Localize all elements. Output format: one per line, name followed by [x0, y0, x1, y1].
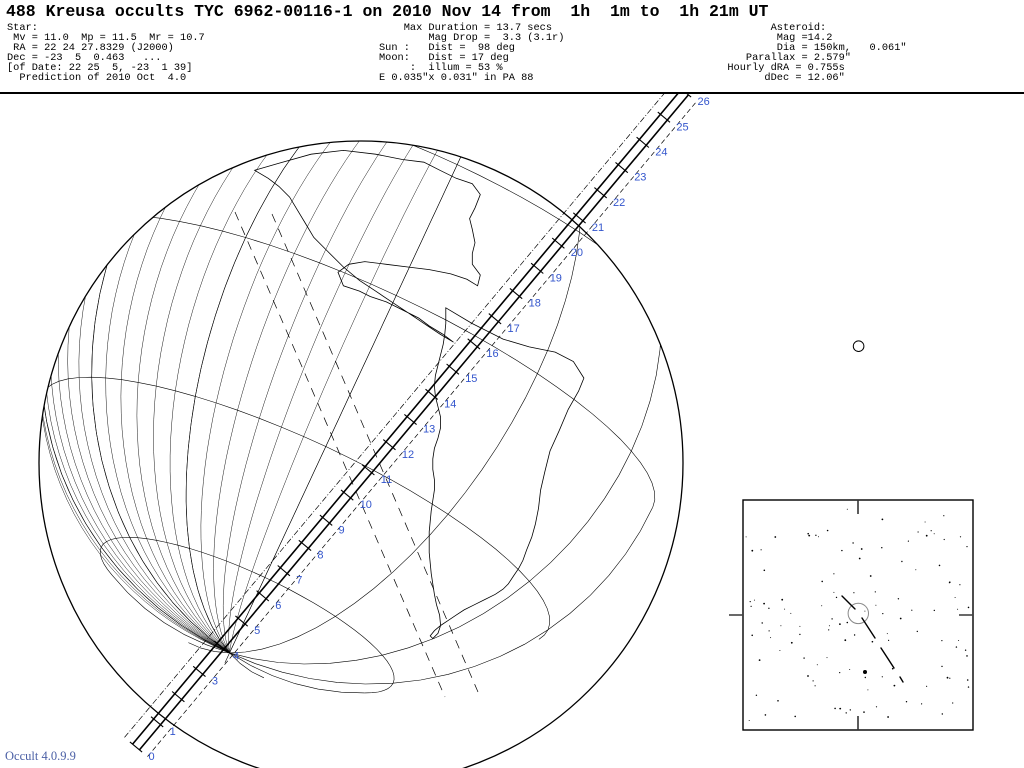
svg-text:11: 11 [381, 474, 392, 486]
svg-text:1: 1 [170, 726, 176, 738]
svg-text:7: 7 [296, 575, 302, 587]
svg-text:9: 9 [339, 524, 345, 536]
svg-text:18: 18 [529, 298, 541, 310]
svg-text:22: 22 [613, 197, 625, 209]
svg-text:12: 12 [402, 449, 414, 461]
svg-text:24: 24 [655, 147, 667, 159]
svg-text:15: 15 [465, 373, 477, 385]
svg-text:19: 19 [550, 272, 562, 284]
svg-text:13: 13 [423, 424, 435, 436]
svg-text:0: 0 [149, 751, 155, 763]
svg-text:17: 17 [508, 323, 520, 335]
svg-text:6: 6 [275, 600, 281, 612]
svg-text:8: 8 [317, 550, 323, 562]
svg-text:23: 23 [634, 172, 646, 184]
svg-text:3: 3 [212, 676, 218, 688]
svg-text:5: 5 [254, 625, 260, 637]
svg-text:25: 25 [676, 121, 688, 133]
svg-text:4: 4 [233, 650, 239, 662]
svg-text:21: 21 [592, 222, 604, 234]
svg-text:10: 10 [360, 499, 372, 511]
svg-text:16: 16 [486, 348, 498, 360]
svg-text:20: 20 [571, 247, 583, 259]
svg-text:14: 14 [444, 398, 456, 410]
svg-text:26: 26 [698, 96, 710, 108]
